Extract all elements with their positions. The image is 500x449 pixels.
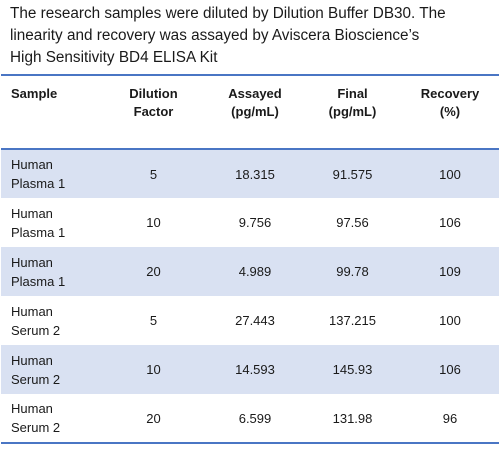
header-line: Final bbox=[337, 86, 368, 101]
cell-sample: Human Serum 2 bbox=[1, 345, 101, 394]
cell-recovery: 106 bbox=[439, 215, 461, 230]
cell-dilution: 20 bbox=[146, 410, 161, 426]
header-line: (%) bbox=[439, 104, 461, 119]
sample-line: Human bbox=[11, 401, 53, 416]
cell-sample: Human Serum 2 bbox=[1, 296, 101, 345]
cell-final: 99.78 bbox=[336, 264, 369, 279]
cell-dilution: 10 bbox=[146, 215, 161, 230]
table-row: Human Plasma 1 10 9.756 97.56 106 bbox=[1, 198, 499, 247]
sample-line: Human bbox=[11, 205, 53, 221]
sample-line: Serum 2 bbox=[11, 322, 61, 338]
cell-dilution: 5 bbox=[149, 166, 158, 182]
table-header: Sample Dilution Factor Assayed (pg/mL) F… bbox=[1, 75, 499, 149]
cell-assayed: 9.756 bbox=[238, 215, 272, 230]
cell-sample: Human Plasma 1 bbox=[1, 198, 101, 247]
intro-line: linearity and recovery was assayed by Av… bbox=[10, 27, 420, 44]
sample-line: Serum 2 bbox=[11, 420, 61, 435]
intro-line: The research samples were diluted by Dil… bbox=[10, 5, 446, 22]
header-line: (pg/mL) bbox=[328, 104, 377, 119]
cell-dilution: 10 bbox=[146, 362, 161, 377]
header-line: Assayed bbox=[228, 86, 282, 101]
intro-paragraph: The research samples were diluted by Dil… bbox=[10, 3, 496, 69]
cell-final: 91.575 bbox=[332, 166, 373, 182]
cell-assayed: 4.989 bbox=[238, 264, 272, 279]
sample-line: Serum 2 bbox=[11, 371, 61, 387]
cell-dilution: 20 bbox=[146, 264, 161, 279]
table-row: Human Serum 2 10 14.593 145.93 106 bbox=[1, 345, 499, 394]
cell-recovery: 100 bbox=[439, 313, 461, 328]
cell-dilution: 5 bbox=[149, 313, 158, 328]
header-line: (pg/mL) bbox=[231, 104, 279, 119]
cell-sample: Human Plasma 1 bbox=[1, 149, 101, 198]
cell-final: 137.215 bbox=[329, 313, 376, 328]
header-row: Sample Dilution Factor Assayed (pg/mL) F… bbox=[1, 75, 499, 149]
cell-assayed: 6.599 bbox=[238, 410, 272, 426]
cell-recovery: 106 bbox=[439, 362, 461, 377]
cell-sample: Human Serum 2 bbox=[1, 394, 101, 443]
sample-line: Plasma 1 bbox=[11, 273, 66, 289]
recovery-table: Sample Dilution Factor Assayed (pg/mL) F… bbox=[1, 74, 499, 444]
cell-final: 145.93 bbox=[332, 362, 373, 377]
cell-recovery: 109 bbox=[439, 264, 461, 279]
header-recovery: Recovery (%) bbox=[401, 75, 499, 149]
header-dilution-factor: Dilution Factor bbox=[101, 75, 206, 149]
cell-final: 97.56 bbox=[336, 215, 369, 230]
sample-line: Plasma 1 bbox=[11, 224, 66, 240]
cell-final: 131.98 bbox=[332, 410, 373, 426]
header-line: Dilution bbox=[129, 86, 178, 101]
cell-sample: Human Plasma 1 bbox=[1, 247, 101, 296]
header-final: Final (pg/mL) bbox=[304, 75, 401, 149]
cell-assayed: 14.593 bbox=[235, 362, 275, 377]
header-sample: Sample bbox=[1, 75, 101, 149]
cell-assayed: 18.315 bbox=[235, 166, 275, 182]
cell-recovery: 96 bbox=[442, 410, 458, 426]
sample-line: Human bbox=[11, 157, 53, 172]
intro-line: High Sensitivity BD4 ELISA Kit bbox=[10, 49, 218, 66]
header-assayed: Assayed (pg/mL) bbox=[206, 75, 304, 149]
cell-assayed: 27.443 bbox=[235, 313, 275, 328]
header-line: Factor bbox=[133, 104, 174, 119]
table-row: Human Plasma 1 20 4.989 99.78 109 bbox=[1, 247, 499, 296]
header-line: Sample bbox=[11, 86, 58, 101]
sample-line: Human bbox=[11, 303, 53, 319]
table-row: Human Serum 2 20 6.599 131.98 96 bbox=[1, 394, 499, 443]
sample-line: Plasma 1 bbox=[11, 176, 66, 191]
sample-line: Human bbox=[11, 254, 53, 270]
header-line: Recovery bbox=[420, 86, 480, 101]
cell-recovery: 100 bbox=[439, 166, 461, 182]
table-body: Human Plasma 1 5 18.315 91.575 100 Human… bbox=[1, 149, 499, 443]
table-row: Human Serum 2 5 27.443 137.215 100 bbox=[1, 296, 499, 345]
table-row: Human Plasma 1 5 18.315 91.575 100 bbox=[1, 149, 499, 198]
sample-line: Human bbox=[11, 352, 53, 368]
